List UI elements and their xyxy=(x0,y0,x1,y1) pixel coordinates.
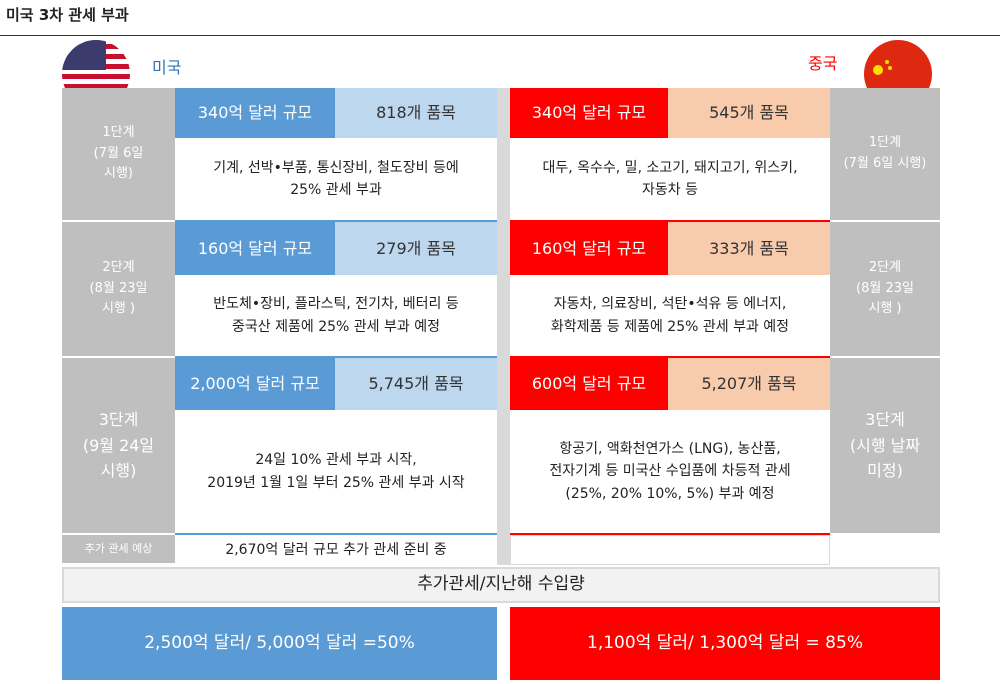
text-line: 24일 10% 관세 부과 시작, xyxy=(255,452,417,469)
us-desc: 24일 10% 관세 부과 시작, 2019년 1월 1일 부터 25% 관세 부… xyxy=(175,410,497,535)
text-line: 1단계 xyxy=(102,124,135,140)
cn-size: 160억 달러 규모 xyxy=(510,222,668,275)
summary-title: 추가관세/지난해 수입량 xyxy=(62,567,940,603)
text-line: 화학제품 등 제품에 25% 관세 부과 예정 xyxy=(550,318,790,335)
text-line: 1단계 xyxy=(868,135,902,151)
cn-size: 340억 달러 규모 xyxy=(510,88,668,138)
divider xyxy=(497,88,510,565)
us-items: 279개 품목 xyxy=(335,222,497,275)
text-line: 기계, 선박•부품, 통신장비, 철도장비 등에 xyxy=(213,159,459,176)
text-line: 시행 ) xyxy=(101,301,136,317)
us-size: 340억 달러 규모 xyxy=(175,88,335,138)
extra-label: 추가 관세 예상 xyxy=(62,535,175,565)
china-label: 중국 xyxy=(808,54,838,73)
text-line: (9월 24일 xyxy=(82,435,155,455)
cn-summary: 1,100억 달러/ 1,300억 달러 = 85% xyxy=(510,607,940,680)
us-desc: 기계, 선박•부품, 통신장비, 철도장비 등에 25% 관세 부과 xyxy=(175,138,497,222)
text-line: 25% 관세 부과 xyxy=(290,182,382,198)
text-line: 자동차, 의료장비, 석탄•석유 등 에너지, xyxy=(553,296,787,313)
extra-empty xyxy=(510,535,830,565)
cn-desc: 자동차, 의료장비, 석탄•석유 등 에너지, 화학제품 등 제품에 25% 관세… xyxy=(510,275,830,358)
cn-desc: 항공기, 액화천연가스 (LNG), 농산품, 전자기계 등 미국산 수입품에 차… xyxy=(510,410,830,535)
us-label: 미국 xyxy=(152,58,182,77)
us-items: 5,745개 품목 xyxy=(335,358,497,410)
text-line: 미정) xyxy=(867,461,903,481)
cn-items: 5,207개 품목 xyxy=(668,358,830,410)
extra-text: 2,670억 달러 규모 추가 관세 준비 중 xyxy=(175,535,497,565)
text-line: 자동차 등 xyxy=(642,182,698,198)
text-line: 반도체•장비, 플라스틱, 전기차, 베터리 등 xyxy=(213,296,459,313)
text-line: 시행) xyxy=(104,166,133,182)
text-line: 전자기계 등 미국산 수입품에 차등적 관세 xyxy=(549,463,791,480)
text-line: 2단계 xyxy=(102,259,135,275)
us-items: 818개 품목 xyxy=(335,88,497,138)
text-line: (7월 6일 xyxy=(93,145,144,161)
text-line: 항공기, 액화천연가스 (LNG), 농산품, xyxy=(559,440,781,457)
text-line: 시행 ) xyxy=(868,301,902,317)
stage-label: 1단계 (7월 6일 시행) xyxy=(830,88,940,222)
us-summary: 2,500억 달러/ 5,000억 달러 =50% xyxy=(62,607,497,680)
us-flag xyxy=(62,40,130,88)
text-line: 3단계 xyxy=(98,410,139,430)
text-line: 3단계 xyxy=(865,410,905,430)
cn-items: 545개 품목 xyxy=(668,88,830,138)
cn-items: 333개 품목 xyxy=(668,222,830,275)
text-line: (25%, 20% 10%, 5%) 부과 예정 xyxy=(565,485,775,502)
us-size: 160억 달러 규모 xyxy=(175,222,335,275)
text-line: (시행 날짜 xyxy=(849,435,921,455)
china-flag xyxy=(864,40,932,88)
us-size: 2,000억 달러 규모 xyxy=(175,358,335,410)
text-line: 2단계 xyxy=(868,259,902,275)
rule xyxy=(0,35,1000,36)
title: 미국 3차 관세 부과 xyxy=(6,6,129,24)
cn-desc: 대두, 옥수수, 밀, 소고기, 돼지고기, 위스키, 자동차 등 xyxy=(510,138,830,222)
text-line: (7월 6일 시행) xyxy=(843,156,927,171)
text-line: 중국산 제품에 25% 관세 부과 예정 xyxy=(232,318,440,335)
text-line: (8월 23일 xyxy=(89,280,148,296)
text-line: 대두, 옥수수, 밀, 소고기, 돼지고기, 위스키, xyxy=(542,159,798,176)
text-line: (8월 23일 xyxy=(856,280,914,296)
text-line: 시행) xyxy=(100,461,137,481)
cn-size: 600억 달러 규모 xyxy=(510,358,668,410)
text-line: 2019년 1월 1일 부터 25% 관세 부과 시작 xyxy=(207,474,465,491)
